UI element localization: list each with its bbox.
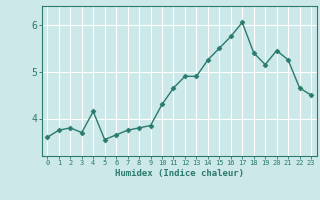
X-axis label: Humidex (Indice chaleur): Humidex (Indice chaleur) [115, 169, 244, 178]
